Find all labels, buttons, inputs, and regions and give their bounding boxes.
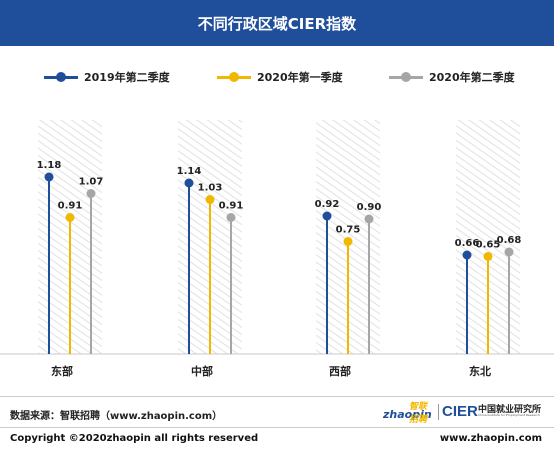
category-label: 中部: [191, 364, 213, 378]
legend-label-2019q2: 2019年第二季度: [84, 71, 170, 84]
data-label: 0.66: [455, 238, 480, 249]
data-label: 0.90: [357, 202, 382, 213]
data-label: 1.18: [37, 160, 62, 171]
footer-divider-top: [0, 396, 554, 397]
logo-separator: [438, 404, 439, 420]
chart-title: 不同行政区域CIER指数: [197, 15, 357, 33]
lollipop-chart: 东部 1.18 0.91 1.07 中部 1.14 1.03 0.91 西部 0.92 0.75 0.…: [0, 120, 554, 378]
cier-logo: CIER 中国就业研究所 China Institute for Employm…: [442, 403, 542, 420]
data-label: 0.65: [476, 240, 501, 251]
data-point: [205, 195, 215, 204]
legend-item-2020q1: 2020年第一季度: [217, 65, 343, 89]
legend-item-2019q2: 2019年第二季度: [44, 65, 170, 89]
legend-label-2020q2: 2020年第二季度: [429, 71, 515, 84]
data-source: 数据来源：智联招聘（www.zhaopin.com）: [10, 411, 223, 422]
data-point: [86, 189, 96, 198]
data-point: [462, 250, 472, 260]
data-point: [184, 178, 194, 188]
data-label: 0.91: [58, 201, 83, 212]
zhaopin-logo: zhaopin 智联招聘: [383, 402, 432, 425]
chart-legend: 2019年第二季度 2020年第一季度 2020年第二季度: [0, 65, 554, 89]
data-label: 1.03: [198, 183, 223, 194]
category-label: 西部: [329, 364, 351, 378]
data-label: 0.92: [315, 199, 340, 210]
data-label: 1.07: [79, 177, 104, 188]
chart-header: 不同行政区域CIER指数: [0, 0, 554, 46]
data-label: 1.14: [177, 166, 202, 177]
legend-item-2020q2: 2020年第二季度: [389, 65, 515, 89]
data-point: [44, 172, 54, 182]
data-label: 0.75: [336, 225, 361, 236]
legend-swatch-2020q2: [389, 71, 423, 83]
data-point: [343, 237, 353, 246]
data-point: [364, 214, 374, 224]
data-label: 0.68: [497, 235, 522, 246]
data-point: [483, 252, 493, 261]
copyright: Copyright ©2020zhaopin all rights reserv…: [10, 433, 259, 444]
data-point: [65, 213, 75, 222]
footer-url: www.zhaopin.com: [439, 433, 542, 444]
category-label: 东部: [51, 364, 73, 378]
data-point: [504, 247, 514, 257]
data-label: 0.91: [219, 201, 244, 212]
legend-label-2020q1: 2020年第一季度: [257, 71, 343, 84]
legend-swatch-2020q1: [217, 71, 251, 83]
category-label: 东北: [469, 364, 491, 378]
footer-divider-bottom: [0, 427, 554, 428]
data-point: [322, 211, 332, 221]
data-point: [226, 213, 236, 222]
legend-swatch-2019q2: [44, 71, 78, 83]
